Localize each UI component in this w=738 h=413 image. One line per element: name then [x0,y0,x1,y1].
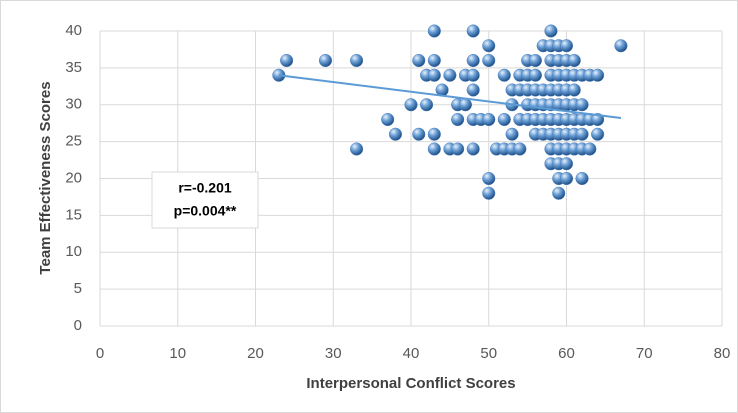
point [567,53,581,68]
point [427,127,441,141]
point [575,127,589,141]
point [451,142,465,156]
point [505,127,519,141]
point [482,53,496,68]
x-tick-label: 20 [247,345,264,362]
y-axis-title: Team Effectiveness Scores [37,81,54,274]
point [466,142,480,156]
point [350,142,364,156]
x-tick-label: 10 [169,345,186,362]
point [575,171,589,186]
point [466,53,480,68]
point [420,98,434,112]
x-tick-label: 50 [480,345,497,362]
point [388,127,403,141]
y-tick-label: 35 [65,59,82,76]
point [427,68,441,82]
point [318,53,333,68]
point [559,171,574,186]
y-tick-label: 15 [65,206,82,223]
point [528,68,542,82]
point [350,53,364,68]
y-tick-label: 5 [74,280,82,297]
point [559,39,574,53]
y-tick-label: 25 [65,133,82,150]
point [513,142,527,156]
point [482,112,496,127]
annotation-box [151,171,259,229]
x-axis-title: Interpersonal Conflict Scores [306,375,515,392]
x-tick-label: 30 [325,345,342,362]
y-tick-label: 10 [65,243,82,260]
point [591,127,605,141]
point [412,127,426,141]
point [427,53,441,68]
point [280,53,294,68]
point [427,142,441,156]
point [552,186,566,200]
point [443,68,457,82]
annotation: p=0.004** [174,203,237,219]
x-tick-label: 60 [558,345,575,362]
point [559,157,574,171]
y-tick-label: 40 [65,22,82,39]
point [404,98,418,112]
x-tick-label: 80 [714,345,731,362]
x-tick-label: 70 [636,345,653,362]
point [497,112,511,127]
point [497,68,511,82]
point [412,53,426,68]
point [458,98,472,112]
point [451,112,465,127]
point [614,39,628,53]
point [544,24,558,38]
point [528,53,542,68]
y-tick-label: 20 [65,169,82,186]
point [482,186,496,200]
point [482,39,496,53]
point [466,68,480,82]
point [583,142,597,156]
point [466,83,480,97]
y-tick-label: 0 [74,317,82,334]
point [591,68,605,82]
point [567,83,581,97]
point [482,171,496,186]
trendline [278,74,622,120]
x-tick-label: 40 [403,345,420,362]
point [466,24,480,38]
point [427,24,441,38]
x-tick-label: 0 [96,345,104,362]
annotation: r=-0.201 [178,180,232,196]
y-tick-label: 30 [65,96,82,113]
point [575,98,589,112]
point [381,112,395,127]
